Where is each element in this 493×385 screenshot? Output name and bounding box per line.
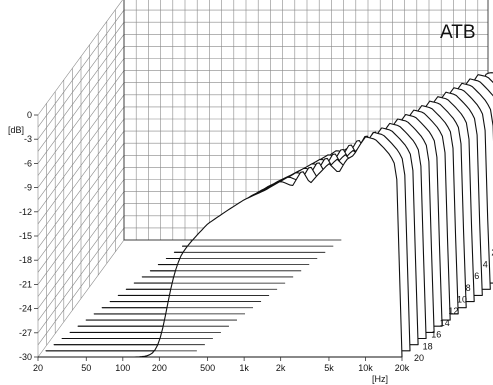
x-tick-label: 500 [200, 363, 215, 373]
depth-tick-label: 14 [440, 318, 450, 328]
y-tick-label: -30 [19, 352, 32, 362]
depth-tick-label: 12 [448, 306, 458, 316]
x-tick-label: 20 [33, 363, 43, 373]
y-tick-label: -27 [19, 328, 32, 338]
chart-title: ATB [440, 22, 476, 43]
y-tick-label: -9 [24, 183, 32, 193]
y-tick-label: -24 [19, 304, 32, 314]
x-tick-label: 200 [152, 363, 167, 373]
x-axis-unit: [Hz] [372, 374, 388, 384]
y-tick-label: -12 [19, 207, 32, 217]
depth-tick-label: 16 [431, 330, 441, 340]
x-tick-label: 10k [358, 363, 373, 373]
x-tick-label: 20k [395, 363, 410, 373]
depth-tick-label: 6 [474, 271, 479, 281]
depth-tick-label: 18 [423, 341, 433, 351]
y-tick-label: -15 [19, 231, 32, 241]
y-tick-label: 0 [27, 110, 32, 120]
y-axis-unit: [dB] [8, 125, 24, 135]
depth-tick-label: 2 [491, 248, 493, 258]
x-tick-label: 100 [115, 363, 130, 373]
x-tick-label: 1k [239, 363, 249, 373]
y-tick-label: -6 [24, 158, 32, 168]
y-tick-label: -3 [24, 134, 32, 144]
depth-tick-label: 8 [466, 283, 471, 293]
y-tick-label: -21 [19, 279, 32, 289]
y-tick-label: -18 [19, 255, 32, 265]
decay-curves [37, 72, 493, 358]
depth-tick-label: 4 [483, 259, 488, 269]
depth-tick-label: 10 [457, 295, 467, 305]
x-tick-label: 50 [81, 363, 91, 373]
x-tick-label: 5k [324, 363, 334, 373]
depth-tick-label: 20 [414, 353, 424, 363]
x-tick-label: 2k [276, 363, 286, 373]
